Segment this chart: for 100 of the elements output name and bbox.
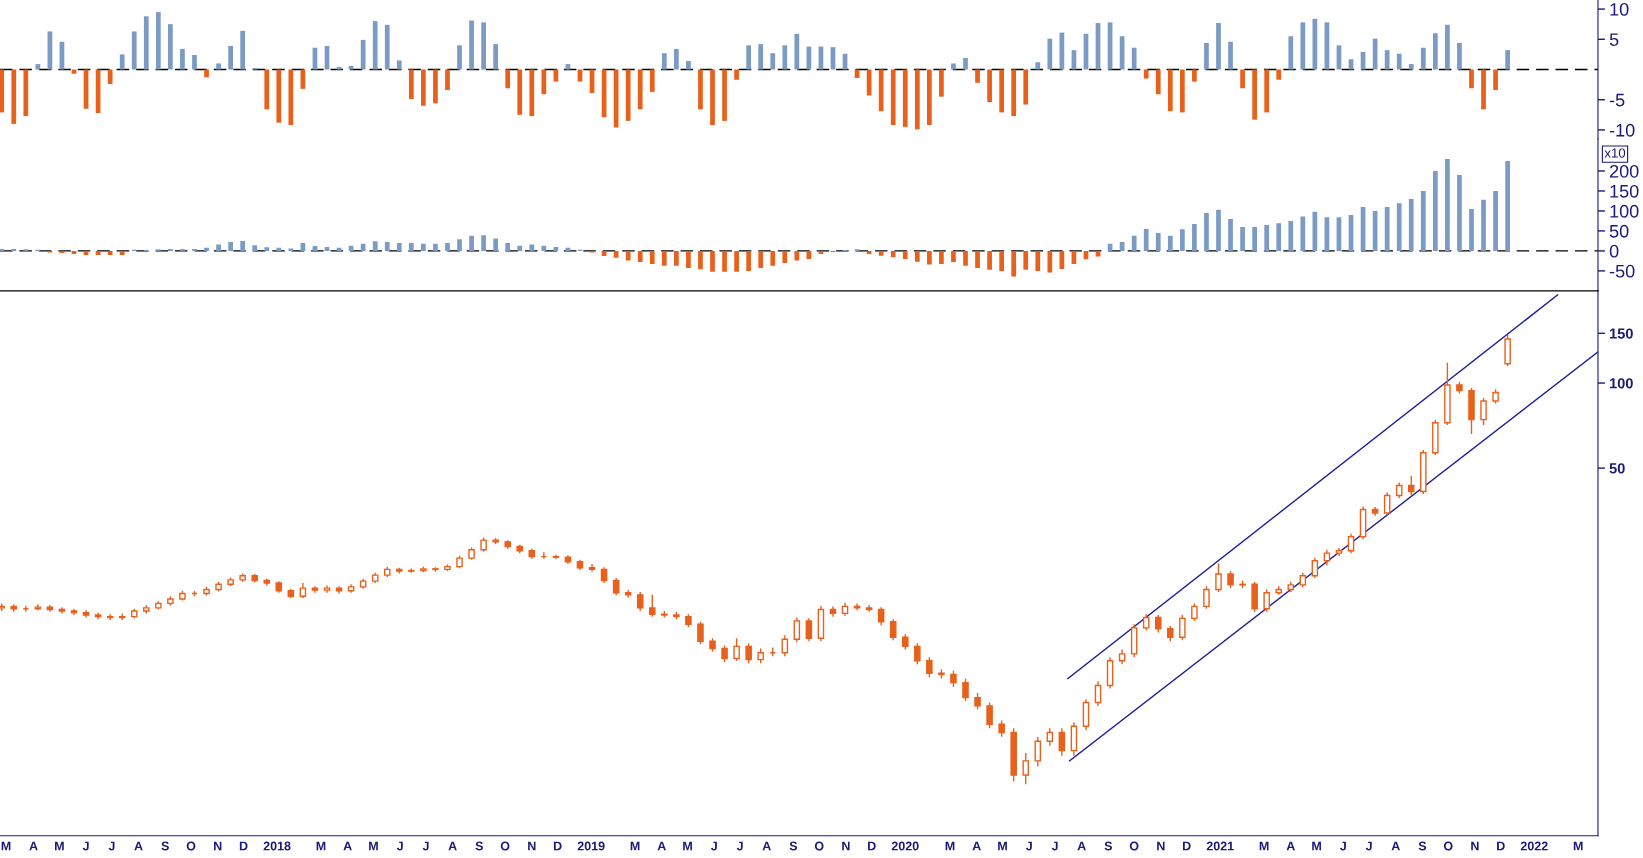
bar [794,33,800,70]
x-tick-label: M [1573,841,1583,851]
candlestick [914,642,921,666]
bar [686,250,691,269]
x-tick-label: A [972,841,981,851]
x-tick-label: A [343,841,352,851]
x-tick-label: N [1157,841,1165,851]
x-tick-label: N [214,841,222,851]
bar [1396,203,1402,251]
bar [926,69,932,126]
bar [926,250,932,265]
bar [914,250,920,262]
bar [372,241,378,251]
bar [469,20,474,70]
bar [372,21,378,70]
x-tick-label: A [1391,841,1400,851]
candlestick [889,618,897,641]
x-tick-label: S [789,841,798,851]
bar [143,16,149,70]
bar [1505,160,1510,251]
bar [963,250,968,266]
bar [1131,235,1137,251]
bar [1228,41,1233,70]
bar [878,69,884,112]
bar [384,242,390,251]
y-tick-label: 0 [1609,244,1619,258]
bar [264,247,270,251]
bar [1047,38,1053,70]
bar [421,69,426,106]
bar [1035,250,1041,271]
x-tick-label: D [553,841,562,851]
bar [288,248,294,251]
y-tick-label: 150 [1610,328,1633,339]
bar [698,250,703,270]
x-tick-label: S [1418,841,1427,851]
bar [360,243,366,251]
y-tick-label: 200 [1610,164,1639,178]
candlestick [1058,727,1066,757]
bar [637,69,643,110]
bar [782,45,788,70]
bar [0,69,5,113]
bar [649,69,655,92]
bar [914,69,920,130]
bar [770,53,776,70]
bar [987,69,992,103]
x-tick-label: J [710,841,717,851]
bar [987,250,992,270]
bar [1469,208,1474,251]
bar [421,243,426,251]
x-tick-label: A [29,841,38,851]
bar [710,69,715,126]
x-tick-label: A [448,841,457,851]
bar [204,247,209,251]
x-tick-label: 2020 [891,841,919,851]
bar [902,250,908,259]
bar [577,69,583,82]
bar [276,247,282,251]
bar [517,245,523,251]
bar [698,69,703,110]
y-tick-label: 150 [1610,184,1639,198]
bar [408,69,414,100]
bar [1264,69,1270,113]
bar [192,54,197,70]
bar [1300,216,1306,251]
bar [999,250,1005,271]
bar [1023,250,1029,270]
bar [168,24,173,70]
x-tick-label: M [945,841,955,851]
y-tick-label: -10 [1609,123,1635,137]
candlestick [1311,556,1319,579]
bar [1192,69,1197,82]
bar [408,242,414,251]
bar [1167,235,1173,251]
candlestick [745,642,752,664]
bar [192,248,197,251]
candlestick [1022,752,1030,786]
bar [1457,174,1462,251]
bar [963,58,968,70]
bar [722,250,727,272]
bar [1432,33,1438,70]
bar [240,240,246,251]
bar [180,48,185,70]
candlestick [1082,698,1090,732]
candlestick [118,612,126,621]
bar [1155,69,1161,95]
x-tick-label: A [657,841,666,851]
bar [481,235,486,251]
bar [734,69,739,80]
bar [746,45,752,70]
bar [469,235,474,251]
bar [445,69,450,91]
bar [1420,190,1426,251]
bar [541,69,547,95]
bar [1457,42,1462,70]
candlestick [1179,614,1186,641]
bar [396,242,402,251]
candlestick [805,617,813,642]
candlestick [733,637,740,662]
bar [939,250,944,265]
x-tick-label: O [500,841,510,851]
